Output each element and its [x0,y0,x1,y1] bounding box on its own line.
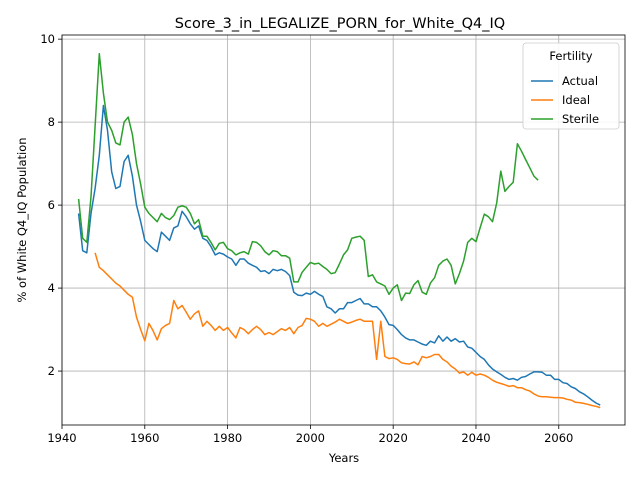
x-tick-label: 2040 [461,431,490,445]
x-tick-label: 1960 [130,431,159,445]
x-tick-label: 2060 [544,431,573,445]
grid-lines [61,35,625,425]
x-axis-label: Years [328,451,359,465]
series-line-ideal [94,252,601,409]
y-tick-label: 4 [48,281,55,295]
x-tick-label: 1980 [213,431,242,445]
y-tick-label: 8 [48,115,55,129]
x-tick-label: 1940 [47,431,76,445]
chart-title: Score_3_in_LEGALIZE_PORN_for_White_Q4_IQ [175,16,505,32]
x-tick-label: 2000 [296,431,325,445]
y-axis-label: % of White Q4_IQ Population [15,137,29,302]
y-axis-ticks: 2 4 6 8 10 [40,32,62,378]
legend-label-sterile: Sterile [562,112,599,126]
legend: Fertility Actual Ideal Sterile [522,42,620,130]
y-tick-label: 6 [48,198,55,212]
legend-label-actual: Actual [562,74,598,88]
series-lines [77,52,601,409]
x-tick-label: 2020 [379,431,408,445]
plot-frame [61,34,626,426]
series-line-actual [77,104,601,406]
legend-label-ideal: Ideal [562,93,590,107]
y-tick-label: 10 [40,32,55,46]
x-axis-ticks: 1940 1960 1980 2000 2020 2040 2060 [47,425,573,445]
y-tick-label: 2 [48,364,55,378]
legend-title: Fertility [549,49,592,63]
legend-box [522,42,620,130]
series-line-sterile [77,52,539,302]
